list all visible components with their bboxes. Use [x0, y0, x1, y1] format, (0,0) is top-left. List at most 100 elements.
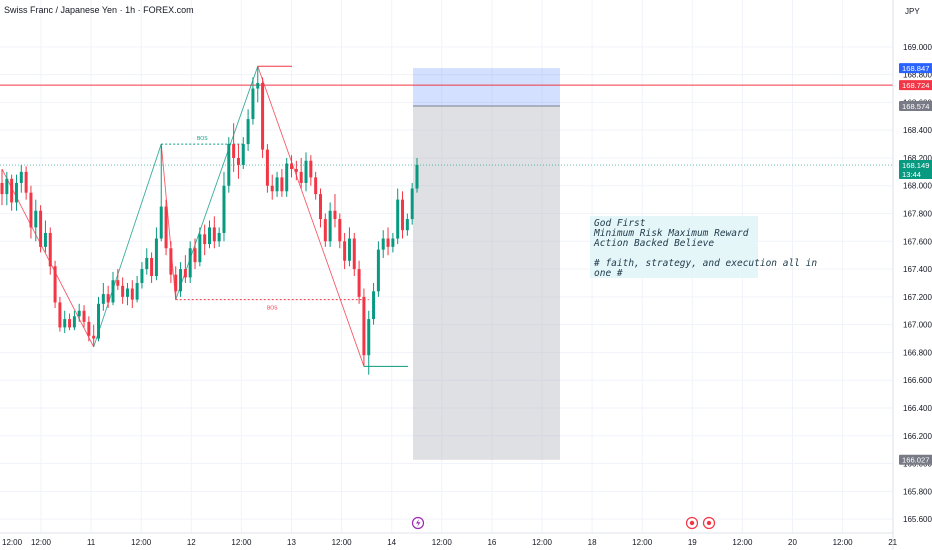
note-line: # faith, strategy, and execution all in	[593, 258, 817, 269]
symbol-title: Swiss Franc / Japanese Yen · 1h · FOREX.…	[4, 5, 194, 15]
candle-body	[314, 177, 318, 195]
candle-body	[333, 210, 337, 220]
zigzag-segment[interactable]	[160, 144, 177, 300]
candle-body	[367, 319, 371, 356]
price-tick-label: 167.400	[903, 265, 932, 274]
candle-body	[106, 294, 110, 303]
candle-body	[159, 206, 163, 239]
candle-body	[372, 291, 376, 320]
candle-body	[5, 178, 9, 195]
candle-body	[338, 219, 342, 242]
candle-body	[39, 210, 43, 247]
position-tool[interactable]	[413, 68, 560, 460]
note-line: Action Backed Believe	[593, 238, 714, 249]
candle-body	[362, 296, 366, 356]
trend-drawings[interactable]: BOS BOS	[1, 65, 408, 367]
candle-body	[0, 182, 4, 195]
price-tick-label: 167.000	[903, 321, 932, 330]
price-tick-label: 167.600	[903, 237, 932, 246]
zigzag-segment[interactable]	[175, 66, 259, 300]
price-tag-label: 166.027	[902, 456, 929, 465]
candle-body	[14, 182, 18, 203]
candles-series	[0, 66, 419, 375]
price-tick-label: 166.800	[903, 348, 932, 357]
time-tick-label: 12:00	[632, 538, 653, 547]
currency-label: JPY	[905, 7, 920, 16]
candle-body	[347, 238, 351, 261]
candle-body	[116, 280, 120, 286]
zigzag-segment[interactable]	[257, 66, 365, 367]
candle-body	[285, 163, 289, 192]
zigzag-segment[interactable]	[93, 143, 162, 348]
candle-body	[357, 269, 361, 297]
note-box[interactable]: God First Minimum Risk Maximum Reward Ac…	[590, 216, 817, 279]
bar-countdown-label: 13:44	[902, 170, 921, 179]
time-tick-label: 11	[87, 538, 96, 547]
time-tick-label: 12:00	[31, 538, 52, 547]
price-tag-label: 168.847	[902, 64, 929, 73]
bos-label-bottom: BOS	[267, 306, 278, 312]
candle-body	[396, 199, 400, 239]
candle-body	[222, 185, 226, 233]
candle-body	[58, 302, 62, 328]
current-price-label: 168.149	[902, 161, 929, 170]
candle-body	[290, 163, 294, 170]
candle-body	[183, 269, 187, 278]
price-tick-label: 168.200	[903, 154, 932, 163]
time-tick-label: 14	[387, 538, 396, 547]
candle-body	[29, 192, 33, 228]
price-tag-label: 168.574	[902, 102, 929, 111]
candle-body	[87, 321, 91, 336]
candle-body	[323, 219, 327, 242]
candle-body	[169, 248, 173, 275]
candle-body	[130, 288, 134, 300]
time-tick-label: 13	[287, 538, 296, 547]
candle-body	[121, 285, 125, 297]
candle-body	[270, 185, 274, 192]
time-axis[interactable]: 12:00 11 12:00 12 12:00 13 12:00 14 12:00 16 12:00…	[0, 532, 898, 547]
current-price-tag	[899, 160, 932, 180]
candle-body	[217, 232, 221, 242]
candle-body	[265, 149, 269, 186]
time-tick-label: 12:00	[833, 538, 854, 547]
chart-grid	[0, 0, 894, 533]
candle-body	[198, 234, 202, 263]
economic-event-dot-icon	[689, 520, 695, 526]
candle-body	[299, 171, 303, 183]
candle-body	[72, 316, 76, 328]
candle-body	[174, 274, 178, 292]
candle-body	[97, 303, 101, 339]
candle-body	[256, 82, 260, 89]
time-tick-label: 12:00	[432, 538, 453, 547]
price-tick-label: 169.000	[903, 43, 932, 52]
candle-body	[154, 238, 158, 277]
candle-body	[410, 188, 414, 220]
time-tick-label: 12:00	[332, 538, 353, 547]
candle-body	[391, 238, 395, 247]
price-tick-label: 165.800	[903, 487, 932, 496]
lightning-bolt-icon[interactable]	[416, 519, 421, 527]
candle-body	[241, 144, 245, 165]
candle-body	[275, 177, 279, 192]
stop-zone[interactable]	[413, 106, 560, 460]
time-tick-label: 16	[487, 538, 496, 547]
candle-body	[232, 144, 236, 158]
time-tick-label: 12	[187, 538, 196, 547]
price-tag	[899, 454, 932, 465]
candle-body	[82, 310, 86, 322]
candle-body	[179, 269, 183, 292]
profit-zone[interactable]	[413, 68, 560, 107]
candle-body	[415, 164, 419, 189]
time-tick-label: 21	[888, 538, 897, 547]
candle-body	[48, 232, 52, 267]
economic-event-dot-icon	[706, 520, 712, 526]
candle-body	[68, 319, 72, 328]
note-line: one #	[594, 268, 623, 279]
price-tag	[899, 101, 932, 112]
event-markers[interactable]	[411, 516, 716, 530]
candle-body	[208, 227, 211, 245]
candle-body	[125, 288, 129, 297]
candle-body	[188, 248, 192, 278]
